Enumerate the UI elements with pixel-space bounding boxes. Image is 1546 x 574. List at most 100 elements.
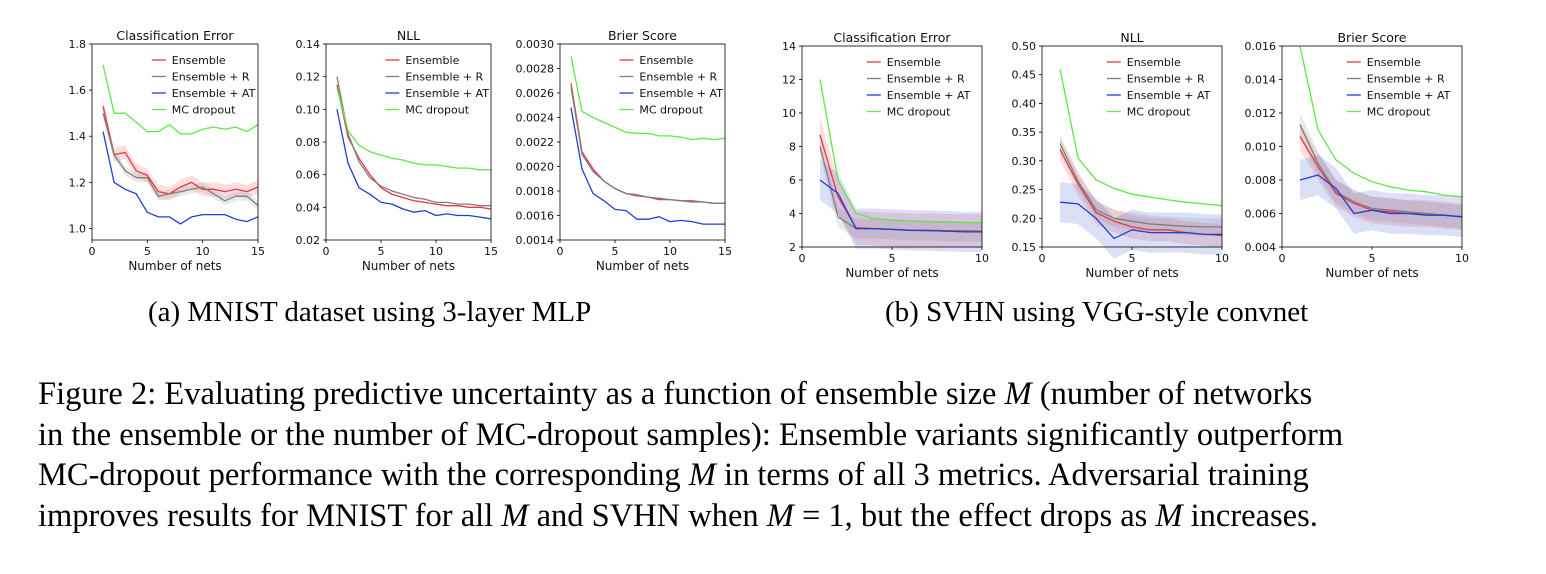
series-line	[819, 79, 982, 224]
caption-text: increases.	[1182, 497, 1318, 534]
x-tick-label: 10	[1215, 252, 1229, 265]
x-tick-label: 10	[975, 252, 989, 265]
y-tick-label: 0.004	[1245, 241, 1277, 254]
y-tick-label: 12	[782, 74, 796, 87]
series-band	[103, 108, 258, 211]
series-line	[102, 106, 259, 195]
y-tick-label: 4	[789, 208, 796, 221]
x-tick-label: 10	[1455, 252, 1469, 265]
series-line	[570, 83, 725, 204]
series-line	[1059, 201, 1222, 240]
series-line	[1299, 124, 1463, 218]
subcaption-b: (b) SVHN using VGG-style convnet	[885, 296, 1309, 328]
x-tick-label: 5	[612, 245, 619, 258]
y-tick-label: 0.50	[1012, 40, 1037, 53]
series-band	[1060, 137, 1222, 247]
legend-entry: MC dropout	[405, 104, 469, 117]
y-tick-label: 0.010	[1245, 141, 1277, 154]
x-tick-label: 5	[144, 245, 151, 258]
x-tick-label: 0	[323, 245, 330, 258]
legend-entry: Ensemble	[172, 54, 226, 67]
caption-text: in terms of all 3 metrics. Adversarial t…	[715, 457, 1309, 493]
series-line	[102, 64, 259, 135]
x-axis-label: Number of nets	[1085, 266, 1178, 280]
legend-entry: Ensemble	[1367, 56, 1421, 69]
plot-frame	[91, 43, 259, 241]
chart-title: Brier Score	[608, 28, 677, 43]
legend-entry: MC dropout	[1127, 106, 1191, 119]
y-tick-label: 0.0020	[516, 161, 555, 174]
caption-math-symbol: M	[1155, 497, 1183, 534]
chart-title: NLL	[397, 28, 420, 43]
x-tick-label: 15	[484, 245, 498, 258]
legend-entry: Ensemble + R	[1127, 73, 1205, 86]
figure-caption: Figure 2: Evaluating predictive uncertai…	[38, 374, 1518, 536]
caption-line: MC-dropout performance with the correspo…	[38, 455, 1518, 496]
y-tick-label: 0.04	[296, 201, 321, 214]
series-line	[570, 56, 726, 141]
x-tick-label: 0	[557, 245, 564, 258]
y-tick-label: 0.30	[1012, 155, 1037, 168]
x-tick-label: 0	[1039, 252, 1046, 265]
series-band	[103, 99, 258, 201]
y-tick-label: 0.0028	[516, 63, 555, 76]
series-band	[1300, 154, 1462, 237]
chart-panel-6: Brier Score 0 5 10 0.004 0.006 0.008 0.010 0.012…	[1245, 30, 1470, 280]
x-tick-label: 15	[251, 245, 265, 258]
chart-title: NLL	[1120, 30, 1143, 45]
caption-text: (number of networks	[1031, 376, 1313, 412]
legend-entry: Ensemble + AT	[1127, 89, 1211, 102]
y-tick-label: 0.0022	[516, 136, 555, 149]
legend-entry: Ensemble + R	[1367, 73, 1445, 86]
series-line	[570, 86, 725, 204]
x-tick-label: 0	[1279, 252, 1286, 265]
x-tick-label: 5	[1369, 252, 1376, 265]
x-axis-label: Number of nets	[362, 259, 455, 273]
legend-entry: MC dropout	[887, 106, 951, 119]
x-tick-label: 0	[799, 252, 806, 265]
series-line	[336, 76, 491, 207]
legend-entry: Ensemble + R	[405, 71, 483, 84]
caption-line: improves results for MNIST for all M and…	[38, 496, 1518, 537]
subcaption-a: (a) MNIST dataset using 3-layer MLP	[148, 296, 592, 328]
y-tick-label: 0.10	[296, 103, 321, 116]
caption-text: Figure 2: Evaluating predictive uncertai…	[38, 376, 1005, 412]
series-band	[1060, 182, 1222, 259]
x-tick-label: 0	[89, 245, 96, 258]
legend-entry: Ensemble + R	[639, 71, 717, 84]
y-tick-label: 0.0014	[516, 234, 555, 247]
chart-panel-1: Classification Error 0 5 10 15 1.0 1.2 1.4 1.6 1.…	[69, 28, 266, 273]
y-tick-label: 10	[782, 107, 796, 120]
y-tick-label: 0.08	[296, 136, 321, 149]
chart-panel-5: NLL 0 5 10 0.15 0.20 0.25 0.30 0.35 0.40 0.45 0.50 N…	[1012, 30, 1230, 280]
caption-text: = 1, but the effect drops as	[793, 497, 1156, 534]
series-line	[570, 107, 725, 225]
caption-text: and SVHN when	[528, 497, 767, 534]
chart-panel-4: Classification Error 0 5 10 2 4 6 8 10 12 14 Number…	[782, 30, 989, 280]
y-tick-label: 0.0016	[516, 210, 555, 223]
y-tick-label: 0.14	[296, 38, 321, 51]
series-line	[1299, 45, 1463, 198]
x-tick-label: 5	[889, 252, 896, 265]
legend-entry: Ensemble + AT	[1367, 89, 1451, 102]
y-tick-label: 6	[789, 174, 796, 187]
legend-entry: Ensemble + AT	[639, 87, 723, 100]
legend-entry: Ensemble + AT	[405, 87, 489, 100]
y-tick-label: 0.45	[1012, 69, 1037, 82]
chart-panel-3: Brier Score 0 5 10 15 0.0014 0.0016 0.0018 0.002…	[516, 28, 733, 273]
caption-text: improves results for MNIST for all	[38, 497, 502, 534]
legend-entry: Ensemble + AT	[887, 89, 971, 102]
series-line	[102, 113, 259, 206]
x-tick-label: 5	[1129, 252, 1136, 265]
series-band	[1300, 113, 1462, 229]
y-tick-label: 1.6	[69, 84, 87, 97]
series-line	[1059, 143, 1222, 228]
y-tick-label: 0.014	[1245, 74, 1277, 87]
y-tick-label: 0.02	[296, 234, 321, 247]
x-tick-label: 5	[378, 245, 385, 258]
caption-line: Figure 2: Evaluating predictive uncertai…	[38, 374, 1518, 415]
series-line	[336, 109, 492, 220]
x-axis-label: Number of nets	[596, 259, 689, 273]
legend-entry: Ensemble + AT	[172, 87, 256, 100]
caption-math-symbol: M	[688, 457, 716, 493]
